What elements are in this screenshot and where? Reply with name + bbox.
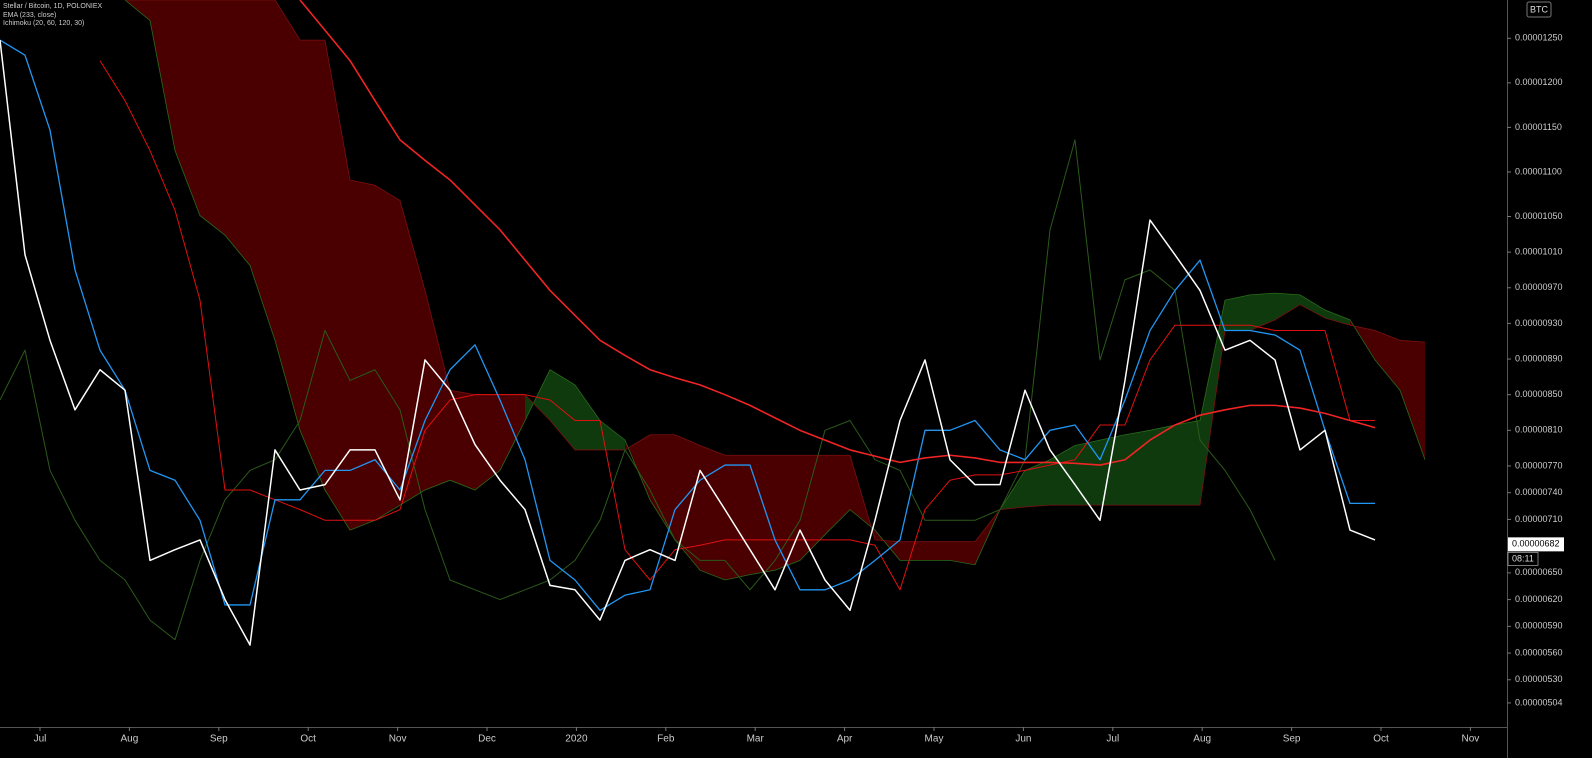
cloud-segment [1250, 293, 1275, 331]
cloud-segment [275, 0, 300, 431]
cloud-segment [300, 40, 325, 491]
cloud-segment [825, 455, 850, 535]
y-tick-label: 0.00000740 [1515, 487, 1563, 497]
series-line [0, 40, 1376, 646]
cloud-segment [1050, 445, 1075, 506]
cloud-segment [600, 420, 625, 450]
y-tick-label: 0.00000970 [1515, 282, 1563, 292]
cloud-edge [124, 0, 1426, 581]
y-tick-label: 0.00000530 [1515, 674, 1563, 684]
cloud-segment [375, 185, 400, 521]
x-tick-label: Aug [121, 734, 139, 745]
series-line [299, 0, 1376, 466]
cloud-edge [125, 0, 1426, 543]
x-tick-label: Apr [837, 734, 853, 745]
cloud-segment [200, 0, 225, 236]
y-tick-label: 0.00000620 [1515, 594, 1563, 604]
cloud-segment [350, 179, 375, 531]
last-price-box [1508, 537, 1564, 552]
cloud-segment [1025, 459, 1050, 507]
y-tick-label: 0.00000890 [1515, 353, 1563, 363]
last-price-label: 0.00000682 [1512, 539, 1560, 549]
cloud-segment [1300, 294, 1325, 319]
y-tick-label: 0.00001150 [1515, 122, 1562, 132]
cloud-segment [1325, 310, 1350, 326]
y-tick-label: 0.00000710 [1515, 514, 1563, 524]
currency-button-label[interactable]: BTC [1530, 4, 1549, 14]
cloud-segment [150, 0, 175, 151]
x-tick-label: Mar [747, 734, 765, 745]
x-tick-label: Nov [389, 734, 407, 745]
cloud-segment [775, 455, 800, 571]
cloud-segment [475, 394, 500, 491]
cloud-segment [625, 434, 650, 500]
series-line [0, 139, 1276, 641]
y-tick-label: 0.00000560 [1515, 647, 1563, 657]
x-tick-label: Sep [1283, 734, 1301, 745]
x-tick-label: May [925, 734, 944, 745]
x-tick-label: Jul [34, 734, 47, 745]
cloud-segment [950, 541, 975, 565]
x-tick-label: 2020 [565, 734, 588, 745]
y-tick-label: 0.00001100 [1515, 166, 1562, 176]
series-line [99, 60, 1375, 591]
cloud-segment [250, 0, 275, 341]
indicator-label: EMA (233, close) [3, 12, 56, 19]
y-tick-label: 0.00000930 [1515, 318, 1563, 328]
cloud-segment [1175, 420, 1200, 506]
y-tick-label: 0.00001250 [1515, 33, 1563, 43]
y-tick-label: 0.00001200 [1515, 77, 1563, 87]
cloud-segment [800, 455, 825, 561]
cloud-segment [1150, 424, 1175, 506]
x-tick-label: Jul [1106, 734, 1119, 745]
x-tick-label: Nov [1462, 734, 1480, 745]
x-tick-label: Dec [478, 734, 496, 745]
cloud-segment [1375, 330, 1400, 391]
cloud-segment [1400, 340, 1425, 460]
plot-area [0, 0, 1426, 646]
cloud-segment [700, 445, 725, 580]
series-line [0, 39, 1375, 611]
y-tick-label: 0.00000810 [1515, 425, 1563, 435]
y-tick-label: 0.00000590 [1515, 621, 1563, 631]
cloud-segment [1075, 440, 1100, 506]
y-tick-label: 0.00001050 [1515, 211, 1563, 221]
cloud-segment [450, 390, 475, 491]
cloud-segment [925, 541, 950, 561]
x-tick-label: Sep [210, 734, 228, 745]
cloud-segment [325, 40, 350, 531]
cloud-segment [1275, 293, 1300, 320]
indicator-label: Ichimoku (20, 60, 120, 30) [3, 20, 84, 27]
y-tick-label: 0.00001010 [1515, 247, 1563, 257]
symbol-title: Stellar / Bitcoin, 1D, POLONIEX [3, 3, 103, 10]
y-tick-label: 0.00000504 [1515, 697, 1563, 707]
cloud-segment [525, 369, 550, 421]
cloud-segment [1200, 300, 1225, 506]
cloud-segment [725, 455, 750, 580]
cloud-segment [1100, 434, 1125, 506]
x-tick-label: Aug [1193, 734, 1211, 745]
cloud-segment [425, 290, 450, 491]
cloud-segment [175, 0, 200, 216]
cloud-segment [1125, 430, 1150, 506]
cloud-segment [1225, 294, 1250, 331]
y-tick-label: 0.00000650 [1515, 567, 1563, 577]
currency-button[interactable] [1526, 1, 1552, 18]
x-tick-label: Jun [1015, 734, 1031, 745]
y-tick-label: 0.00000850 [1515, 389, 1563, 399]
cloud-segment [400, 200, 425, 506]
cloud-segment [225, 0, 250, 266]
countdown-label: 08:11 [1512, 554, 1534, 564]
x-tick-label: Feb [657, 734, 675, 745]
countdown-box [1507, 552, 1539, 566]
axes: 0.00001250 0.00001200 0.00001150 0.00001100… [34, 33, 1564, 745]
y-tick-label: 0.00000770 [1515, 460, 1563, 470]
cloud-segment [650, 434, 675, 540]
cloud-segment [575, 384, 600, 450]
x-tick-label: Oct [300, 734, 316, 745]
x-tick-label: Oct [1373, 734, 1389, 745]
